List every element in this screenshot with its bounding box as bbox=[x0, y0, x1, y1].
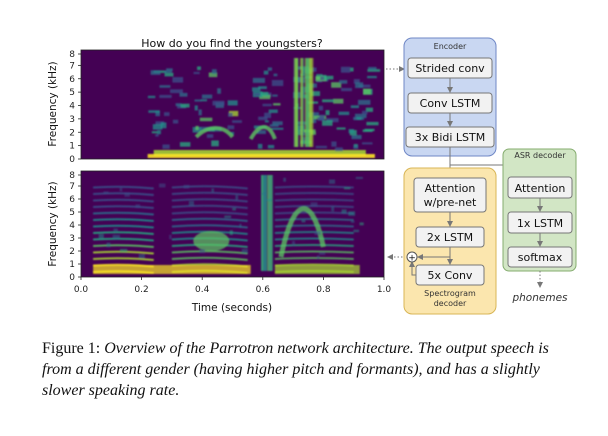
caption-label: Figure 1: bbox=[42, 340, 100, 357]
encoder-panel: Encoder Strided conv Conv LSTM 3x Bidi L… bbox=[404, 38, 496, 156]
bottom-ytick-label: 5 bbox=[69, 208, 75, 218]
xtick-label: 0.6 bbox=[256, 285, 271, 295]
xtick-label: 0.2 bbox=[134, 285, 148, 295]
top-ytick-label: 8 bbox=[69, 50, 75, 60]
spec-decoder-title-line1: Spectrogram bbox=[424, 289, 476, 298]
strided-conv-label: Strided conv bbox=[415, 62, 485, 75]
spec-lstm-label: 2x LSTM bbox=[427, 231, 473, 244]
conv-lstm-label: Conv LSTM bbox=[420, 97, 481, 110]
top-ytick-label: 6 bbox=[69, 75, 75, 85]
spec-attention-label-line1: Attention bbox=[425, 182, 476, 195]
xtick-label: 1.0 bbox=[377, 285, 392, 295]
output-spectrogram bbox=[81, 171, 384, 277]
asr-decoder-title: ASR decoder bbox=[514, 151, 566, 160]
figure: How do you find the youngsters? 0 1 2 3 4 5 6 7… bbox=[0, 0, 608, 330]
figure-caption: Figure 1: Overview of the Parrotron netw… bbox=[42, 338, 582, 401]
top-ytick-label: 0 bbox=[69, 155, 75, 165]
bottom-ytick-label: 4 bbox=[69, 221, 75, 231]
bidi-lstm-label: 3x Bidi LSTM bbox=[415, 131, 485, 144]
xtick-label: 0.0 bbox=[74, 285, 89, 295]
bottom-ytick-label: 2 bbox=[69, 247, 75, 257]
top-ytick-label: 3 bbox=[69, 115, 75, 125]
top-ytick-label: 4 bbox=[69, 102, 75, 112]
conv-label: 5x Conv bbox=[428, 269, 473, 282]
asr-lstm-label: 1x LSTM bbox=[517, 217, 563, 230]
spectrogram-decoder-panel: Attention w/pre-net 2x LSTM 5x Conv + Sp… bbox=[404, 168, 496, 314]
xtick-label: 0.8 bbox=[316, 285, 331, 295]
bottom-ytick-label: 0 bbox=[69, 273, 75, 283]
spec-attention-label-line2: w/pre-net bbox=[424, 196, 477, 209]
bottom-ytick-label: 3 bbox=[69, 234, 75, 244]
caption-text: Overview of the Parrotron network archit… bbox=[42, 340, 549, 399]
top-ytick-label: 5 bbox=[69, 88, 75, 98]
ylabel-top: Frequency (kHz) bbox=[47, 61, 59, 146]
bottom-ytick-label: 6 bbox=[69, 195, 75, 205]
top-ytick-label: 1 bbox=[69, 142, 75, 152]
xlabel: Time (seconds) bbox=[191, 302, 272, 314]
spec-decoder-title-line2: decoder bbox=[434, 299, 467, 308]
bottom-ytick-label: 7 bbox=[69, 182, 75, 192]
bottom-ytick-label: 8 bbox=[69, 171, 75, 181]
bottom-ytick-label: 1 bbox=[69, 260, 75, 270]
xtick-label: 0.4 bbox=[195, 285, 210, 295]
top-ytick-label: 2 bbox=[69, 128, 75, 138]
encoder-title: Encoder bbox=[434, 42, 467, 51]
phonemes-label: phonemes bbox=[511, 292, 568, 304]
asr-attention-label: Attention bbox=[515, 182, 566, 195]
input-spectrogram bbox=[81, 50, 384, 159]
softmax-label: softmax bbox=[518, 251, 563, 264]
top-ytick-label: 7 bbox=[69, 61, 75, 71]
ylabel-bottom: Frequency (kHz) bbox=[47, 181, 59, 266]
spectrogram-title: How do you find the youngsters? bbox=[141, 37, 323, 50]
asr-decoder-panel: ASR decoder Attention 1x LSTM softmax bbox=[503, 149, 576, 271]
sum-node-symbol: + bbox=[408, 254, 416, 264]
